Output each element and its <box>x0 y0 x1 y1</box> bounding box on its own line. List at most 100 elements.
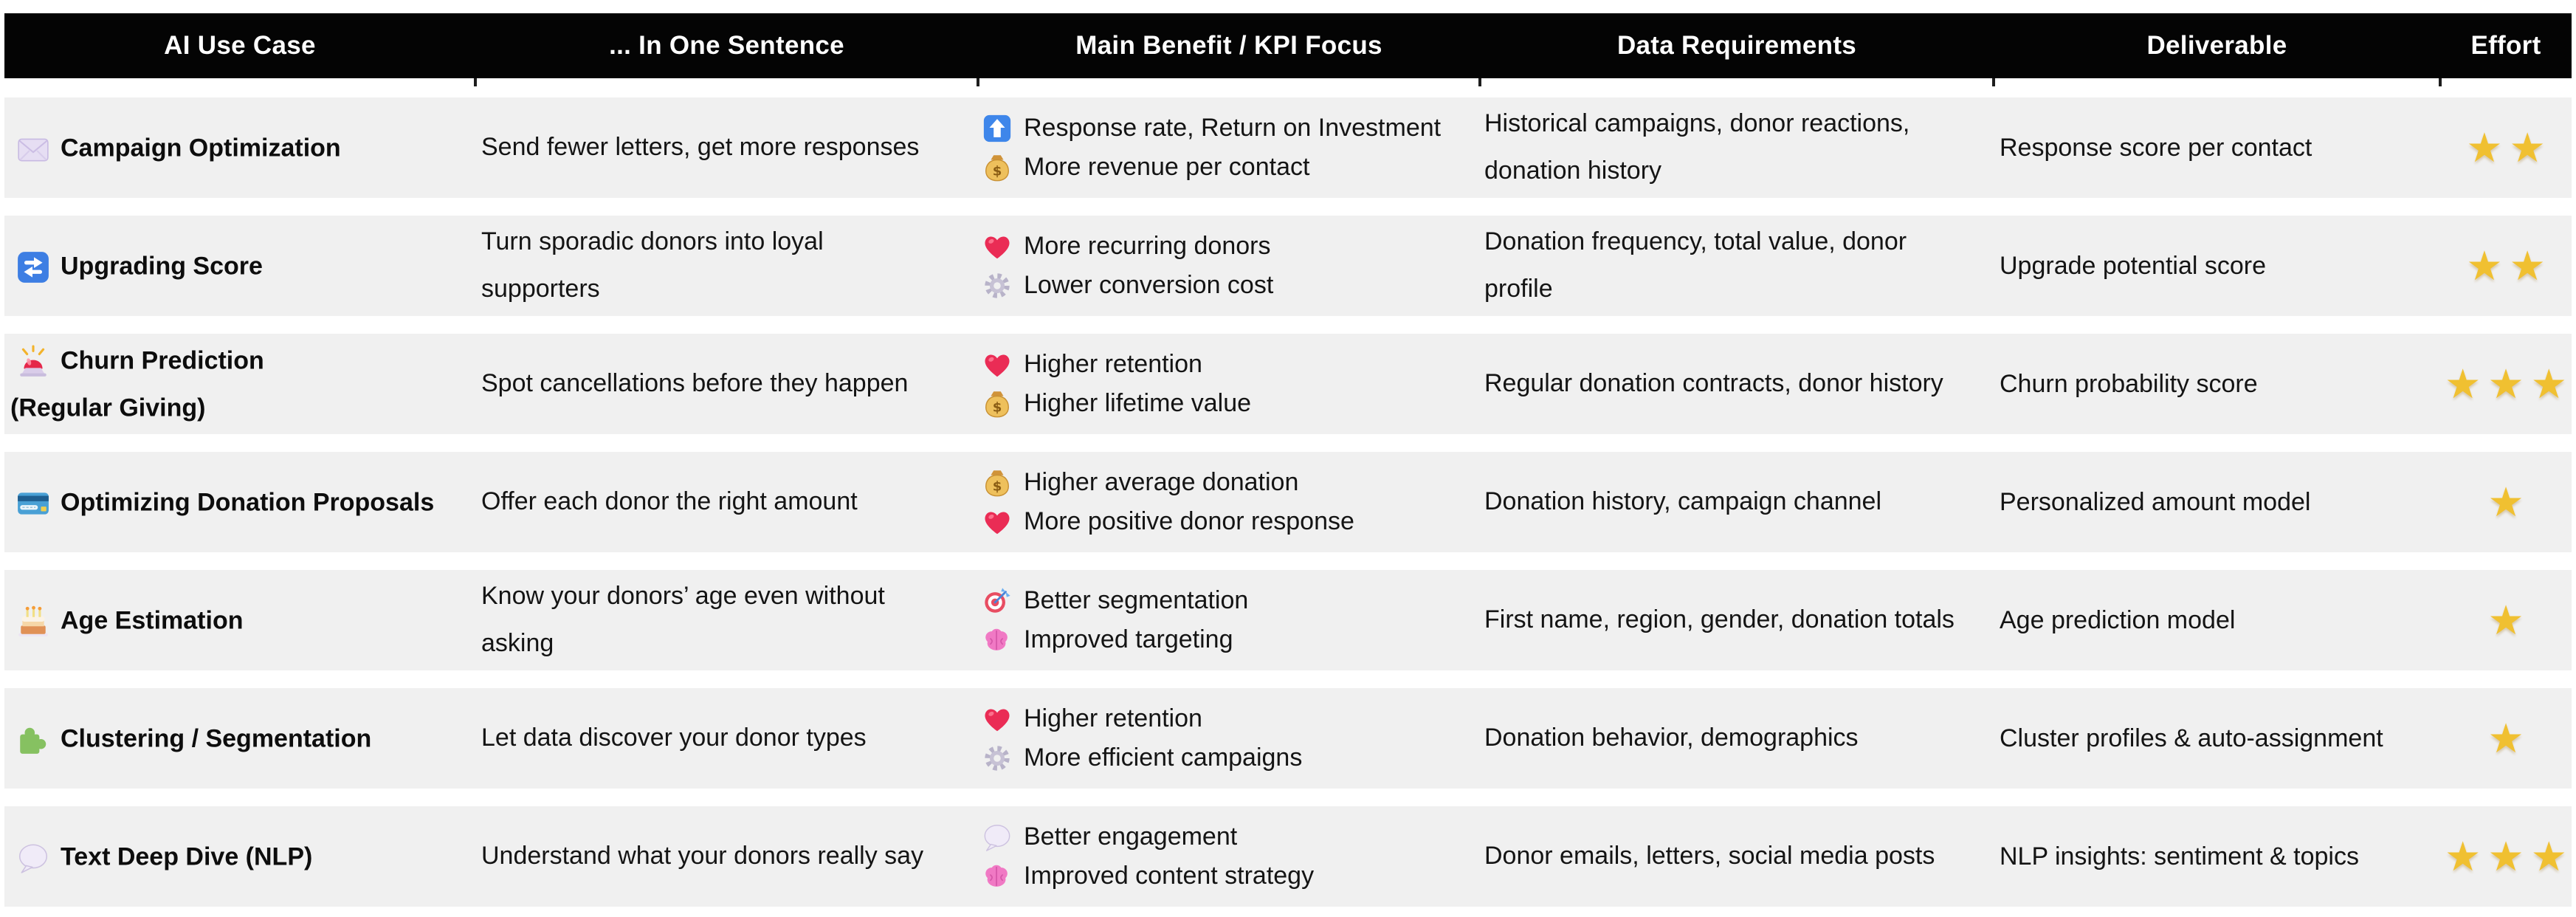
effort-star-icon: ★ <box>2487 832 2524 880</box>
effort-star-icon: ★ <box>2445 832 2482 880</box>
header-cell-in-one-sentence: ... In One Sentence <box>609 31 844 60</box>
sentence-cell: Know your donors’ age even without askin… <box>475 570 978 670</box>
benefit-text: Better engagement <box>1024 822 1238 851</box>
svg-text:$: $ <box>993 478 1002 494</box>
use-case-cell: Churn Prediction (Regular Giving) <box>4 334 475 434</box>
use-case-name: Text Deep Dive (NLP) <box>61 842 313 871</box>
effort-star-icon: ★ <box>2530 360 2567 408</box>
use-case-name: Clustering / Segmentation <box>61 724 372 753</box>
benefit-kpi-cell: Higher retention More efficient campaigns <box>978 688 1480 789</box>
use-case-name: Churn Prediction (Regular Giving) <box>10 346 264 422</box>
deliverable-cell: Age prediction model <box>1994 570 2440 670</box>
brain-icon <box>985 865 1008 887</box>
svg-text:$: $ <box>993 399 1002 415</box>
benefit-text: More positive donor response <box>1024 507 1354 535</box>
data-requirements-cell: Donation frequency, total value, donor p… <box>1480 216 1994 316</box>
benefit-line: Response rate, Return on Investment <box>982 113 1480 144</box>
header-cell-ai-use-case: AI Use Case <box>164 31 316 60</box>
deliverable-cell: Upgrade potential score <box>1994 216 2440 316</box>
table-row: Age Estimation Know your donors’ age eve… <box>4 570 2572 670</box>
use-case-name: Upgrading Score <box>61 252 263 281</box>
effort-cell: ★ <box>2440 570 2572 670</box>
use-case-cell: Upgrading Score <box>4 216 475 316</box>
deliverable-text: Cluster profiles & auto-assignment <box>2000 724 2383 752</box>
up-arrow-icon <box>983 114 1011 142</box>
sentence-text: Understand what your donors really say <box>481 842 924 870</box>
effort-cell: ★ ★ ★ <box>2440 806 2572 907</box>
repeat-icon <box>18 252 49 284</box>
siren-icon <box>20 345 47 377</box>
header-cell-deliverable: Deliverable <box>2146 31 2287 60</box>
data-requirements-text: Donation history, campaign channel <box>1484 487 1882 516</box>
data-requirements-text: Regular donation contracts, donor histor… <box>1484 369 1943 398</box>
data-requirements-text: Donation behavior, demographics <box>1484 724 1859 752</box>
benefit-line: Improved targeting <box>982 625 1480 656</box>
benefit-text: Higher lifetime value <box>1024 389 1252 417</box>
use-case-cell: Clustering / Segmentation <box>4 688 475 789</box>
column-divider-tick <box>474 78 477 86</box>
benefit-kpi-cell: Better engagement Improved content strate… <box>978 806 1480 907</box>
benefit-line: $ Higher lifetime value <box>982 388 1480 419</box>
benefit-text: Higher retention <box>1024 704 1202 732</box>
effort-star-icon: ★ <box>2487 478 2524 526</box>
benefit-text: More recurring donors <box>1024 232 1271 260</box>
deliverable-cell: Churn probability score <box>1994 334 2440 434</box>
deliverable-cell: Cluster profiles & auto-assignment <box>1994 688 2440 789</box>
effort-cell: ★ ★ <box>2440 97 2572 198</box>
data-requirements-cell: Historical campaigns, donor reactions, d… <box>1480 97 1994 198</box>
data-requirements-cell: Donor emails, letters, social media post… <box>1480 806 1994 907</box>
sentence-text: Spot cancellations before they happen <box>481 369 909 398</box>
use-case-cell: Optimizing Donation Proposals <box>4 452 475 552</box>
table-row: Text Deep Dive (NLP) Understand what you… <box>4 806 2572 907</box>
column-divider-tick <box>2439 78 2442 86</box>
deliverable-cell: Personalized amount model <box>1994 452 2440 552</box>
deliverable-text: Response score per contact <box>2000 133 2312 162</box>
data-requirements-text: Historical campaigns, donor reactions, d… <box>1484 109 1910 185</box>
money-bag-icon: $ <box>985 470 1009 496</box>
benefit-kpi-cell: Better segmentation Improved targeting <box>978 570 1480 670</box>
svg-text:$: $ <box>993 163 1002 179</box>
effort-cell: ★ <box>2440 688 2572 789</box>
sentence-cell: Send fewer letters, get more responses <box>475 97 978 198</box>
effort-star-icon: ★ <box>2487 714 2524 762</box>
heart-icon <box>985 511 1010 534</box>
data-requirements-text: Donor emails, letters, social media post… <box>1484 842 1935 870</box>
table-body: Campaign Optimization Send fewer letters… <box>4 97 2572 907</box>
effort-cell: ★ ★ <box>2440 216 2572 316</box>
brain-icon <box>985 628 1008 650</box>
effort-star-icon: ★ <box>2530 832 2567 880</box>
benefit-kpi-cell: Higher retention $ Higher lifetime value <box>978 334 1480 434</box>
benefit-kpi-cell: Response rate, Return on Investment $ More… <box>978 97 1480 198</box>
effort-star-icon: ★ <box>2445 360 2482 408</box>
table-row: Campaign Optimization Send fewer letters… <box>4 97 2572 198</box>
data-requirements-text: Donation frequency, total value, donor p… <box>1484 227 1907 303</box>
table-header-row: AI Use Case ... In One Sentence Main Ben… <box>4 13 2572 78</box>
deliverable-cell: NLP insights: sentiment & topics <box>1994 806 2440 907</box>
data-requirements-cell: Donation history, campaign channel <box>1480 452 1994 552</box>
effort-star-icon: ★ <box>2509 123 2546 171</box>
benefit-line: Higher retention <box>982 349 1480 380</box>
data-requirements-cell: Regular donation contracts, donor histor… <box>1480 334 1994 434</box>
benefit-text: Higher average donation <box>1024 468 1299 496</box>
use-case-cell: Text Deep Dive (NLP) <box>4 806 475 907</box>
money-bag-icon: $ <box>985 391 1009 417</box>
effort-star-icon: ★ <box>2466 241 2503 289</box>
benefit-kpi-cell: $ Higher average donation More positive do… <box>978 452 1480 552</box>
target-icon <box>985 587 1010 613</box>
sentence-text: Know your donors’ age even without askin… <box>481 582 885 657</box>
benefit-text: Improved targeting <box>1024 625 1233 653</box>
use-case-cell: Age Estimation <box>4 570 475 670</box>
use-case-cell: Campaign Optimization <box>4 97 475 198</box>
use-case-name: Campaign Optimization <box>61 134 341 162</box>
birthday-cake-icon <box>18 606 48 637</box>
benefit-line: Lower conversion cost <box>982 270 1480 301</box>
sentence-text: Send fewer letters, get more responses <box>481 133 920 162</box>
speech-balloon-icon <box>18 844 48 873</box>
column-divider-tick <box>977 78 979 86</box>
deliverable-text: NLP insights: sentiment & topics <box>2000 842 2359 870</box>
header-cell-data-requirements: Data Requirements <box>1616 31 1857 60</box>
sentence-cell: Turn sporadic donors into loyal supporte… <box>475 216 978 316</box>
sentence-cell: Offer each donor the right amount <box>475 452 978 552</box>
deliverable-text: Age prediction model <box>2000 605 2236 634</box>
benefit-line: More positive donor response <box>982 506 1480 538</box>
